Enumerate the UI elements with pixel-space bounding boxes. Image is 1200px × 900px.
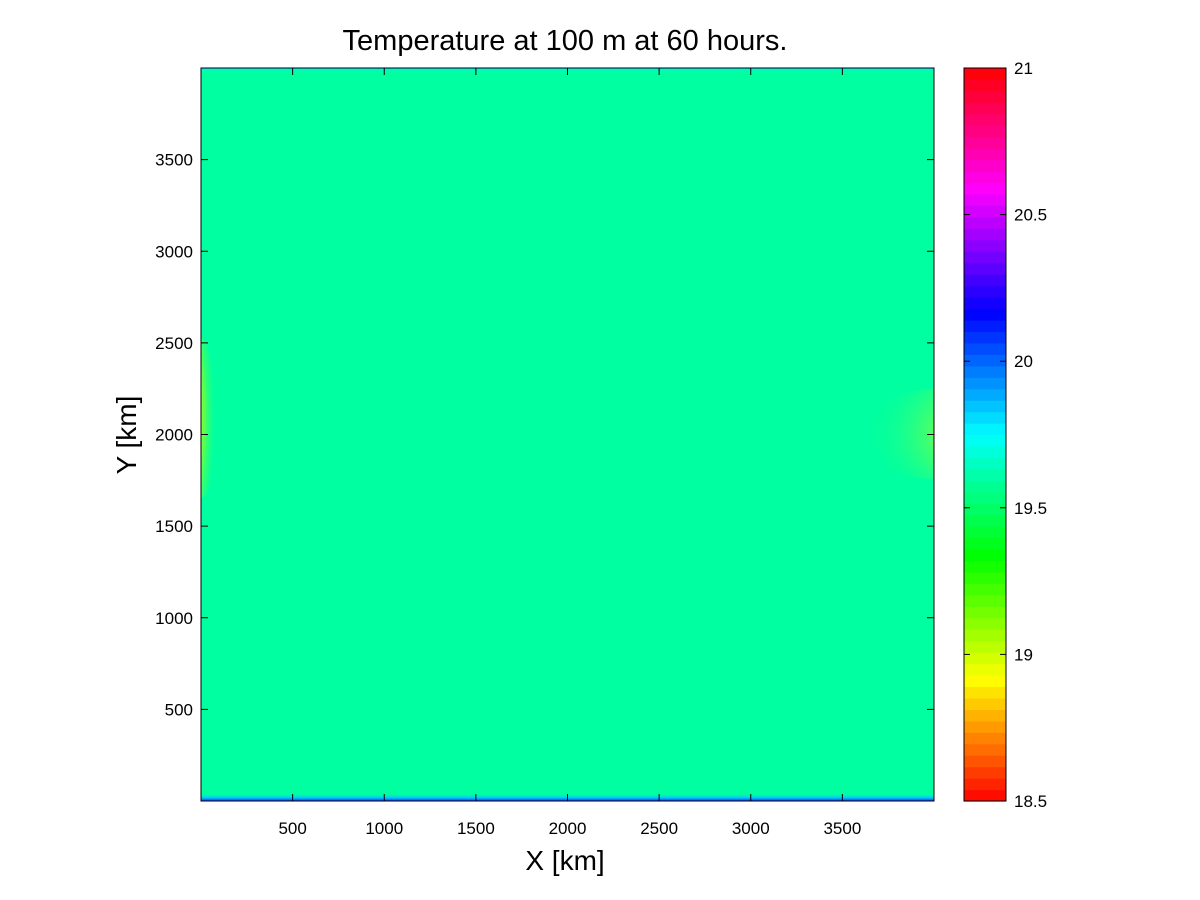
colorbar-band	[964, 503, 1006, 516]
colorbar-band	[964, 342, 1006, 355]
y-tick-label: 2500	[155, 334, 193, 353]
colorbar-band	[964, 171, 1006, 184]
colorbar-band	[964, 251, 1006, 264]
colorbar-band	[964, 388, 1006, 401]
heatmap-background	[201, 68, 934, 801]
colorbar-band	[964, 79, 1006, 92]
western-boundary-anomaly	[201, 338, 217, 498]
colorbar-band	[964, 457, 1006, 470]
colorbar-band	[964, 182, 1006, 195]
y-tick-label: 3000	[155, 242, 193, 261]
colorbar-band	[964, 617, 1006, 630]
colorbar-band	[964, 113, 1006, 126]
eastern-boundary-anomaly	[866, 389, 934, 479]
colorbar-band	[964, 755, 1006, 768]
colorbar-band	[964, 549, 1006, 562]
colorbar-band	[964, 480, 1006, 493]
colorbar-tick-label: 18.5	[1014, 792, 1047, 811]
colorbar-tick-label: 20.5	[1014, 206, 1047, 225]
colorbar-band	[964, 629, 1006, 642]
colorbar-band	[964, 537, 1006, 550]
colorbar-band	[964, 514, 1006, 527]
y-axis-label: Y [km]	[111, 396, 142, 475]
colorbar-band	[964, 239, 1006, 252]
colorbar-band	[964, 354, 1006, 367]
colorbar-band	[964, 90, 1006, 103]
y-tick-label: 3500	[155, 151, 193, 170]
colorbar-band	[964, 193, 1006, 207]
colorbar-tick-label: 19	[1014, 645, 1033, 664]
colorbar-band	[964, 652, 1006, 665]
colorbar-band	[964, 778, 1006, 791]
colorbar-bands	[964, 68, 1006, 802]
colorbar-band	[964, 274, 1006, 287]
colorbar-band	[964, 68, 1006, 81]
colorbar-band	[964, 411, 1006, 424]
x-axis-ticks: 500 1000 1500 2000 2500 3000 3500	[278, 68, 861, 838]
colorbar-band	[964, 148, 1006, 161]
colorbar-band	[964, 663, 1006, 676]
colorbar-band	[964, 125, 1006, 138]
colorbar-band	[964, 319, 1006, 333]
chart-title: Temperature at 100 m at 60 hours.	[343, 25, 788, 57]
x-tick-label: 500	[278, 819, 306, 838]
colorbar-band	[964, 331, 1006, 344]
x-tick-label: 1500	[457, 819, 495, 838]
colorbar-band	[964, 743, 1006, 756]
colorbar-band	[964, 675, 1006, 688]
colorbar-band	[964, 686, 1006, 699]
colorbar-band	[964, 377, 1006, 390]
colorbar-band	[964, 789, 1006, 802]
colorbar-band	[964, 468, 1006, 481]
x-tick-label: 1000	[365, 819, 403, 838]
colorbar-band	[964, 308, 1006, 321]
colorbar-band	[964, 720, 1006, 733]
colorbar-band	[964, 526, 1006, 539]
colorbar-band	[964, 583, 1006, 596]
colorbar-band	[964, 285, 1006, 298]
heatmap-field	[201, 68, 934, 801]
colorbar-band	[964, 594, 1006, 607]
colorbar-band	[964, 445, 1006, 459]
y-tick-label: 1000	[155, 609, 193, 628]
colorbar-band	[964, 228, 1006, 241]
colorbar-band	[964, 216, 1006, 229]
colorbar-tick-label: 19.5	[1014, 499, 1047, 518]
colorbar-tick-label: 21	[1014, 59, 1033, 78]
colorbar-band	[964, 159, 1006, 172]
y-tick-label: 1500	[155, 517, 193, 536]
colorbar-band	[964, 640, 1006, 653]
colorbar-band	[964, 560, 1006, 573]
colorbar-band	[964, 697, 1006, 710]
y-axis-ticks: 500 1000 1500 2000 2500 3000 3500	[155, 151, 934, 719]
colorbar-band	[964, 102, 1006, 115]
x-tick-label: 2500	[640, 819, 678, 838]
colorbar-band	[964, 136, 1006, 149]
colorbar-frame	[963, 67, 1007, 802]
colorbar-band	[964, 571, 1006, 584]
colorbar-band	[964, 262, 1006, 275]
colorbar-band	[964, 297, 1006, 310]
y-tick-label: 2000	[155, 426, 193, 445]
x-tick-label: 2000	[549, 819, 587, 838]
x-tick-label: 3000	[732, 819, 770, 838]
colorbar-band	[964, 766, 1006, 779]
colorbar-band	[964, 365, 1006, 378]
colorbar-tick-label: 20	[1014, 352, 1033, 371]
colorbar-band	[964, 709, 1006, 722]
colorbar-band	[964, 434, 1006, 447]
colorbar-band	[964, 423, 1006, 436]
colorbar: 18.5 19 19.5 20 20.5 21	[963, 59, 1047, 811]
colorbar-band	[964, 606, 1006, 619]
x-axis-label: X [km]	[525, 845, 604, 876]
colorbar-band	[964, 732, 1006, 745]
colorbar-band	[964, 205, 1006, 218]
colorbar-band	[964, 400, 1006, 413]
x-tick-label: 3500	[823, 819, 861, 838]
colorbar-band	[964, 491, 1006, 504]
colorbar-ticks: 18.5 19 19.5 20 20.5 21	[964, 59, 1047, 811]
y-tick-label: 500	[165, 700, 193, 719]
